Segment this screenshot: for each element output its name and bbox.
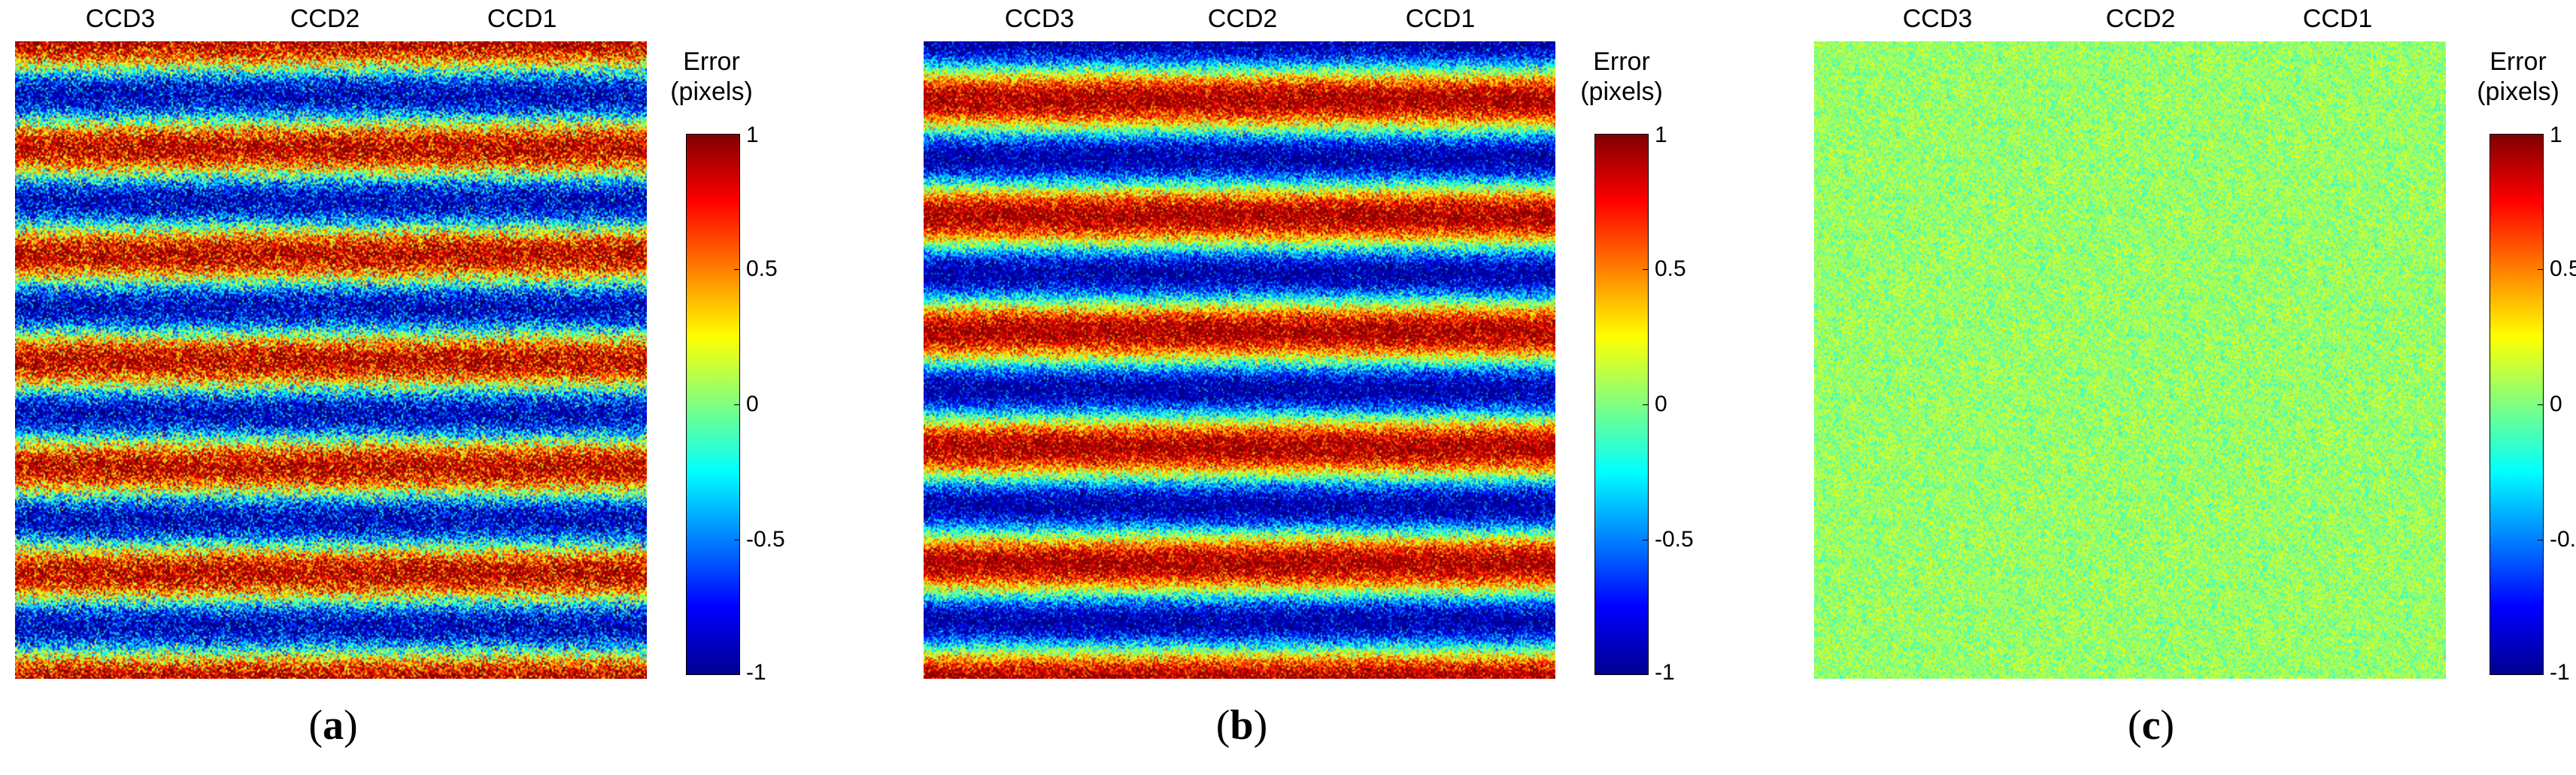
colorbar-tick-label: 0 — [746, 392, 759, 416]
colorbar-tickmark — [1643, 404, 1649, 405]
panel-letter: c — [2141, 702, 2161, 749]
colorbar-tickmark — [2538, 269, 2544, 270]
colorbar-tick-label: 0.5 — [2550, 256, 2576, 281]
colorbar-tickmark — [734, 674, 740, 675]
colorbar-tickmark — [734, 269, 740, 270]
colorbar-tick-label: 0.5 — [1655, 256, 1686, 281]
column-label-ccd2: CCD2 — [2105, 5, 2176, 33]
colorbar-tick-label: -0.5 — [2550, 527, 2576, 552]
colorbar-tick-label: -1 — [1655, 660, 1675, 685]
colorbar — [1594, 134, 1649, 675]
column-label-ccd1: CCD1 — [1405, 5, 1476, 33]
panel-caption-c: (c) — [2127, 702, 2175, 749]
colorbar-tick-label: -0.5 — [1655, 527, 1694, 552]
panel-b: CCD3 CCD2 CCD1 Error (pixels) 1 0.5 0 -0… — [909, 0, 1767, 775]
colorbar-title-line2: (pixels) — [670, 77, 753, 106]
colorbar-title-line1: Error — [1593, 47, 1650, 76]
column-label-ccd1: CCD1 — [487, 5, 557, 33]
column-label-ccd1: CCD1 — [2302, 5, 2373, 33]
colorbar-tick-label: 1 — [746, 123, 759, 147]
colorbar-tickmark — [1643, 134, 1649, 135]
panel-letter: a — [323, 702, 344, 749]
colorbar-tick-label: 1 — [1655, 123, 1667, 147]
colorbar-tickmark — [2538, 134, 2544, 135]
colorbar-title: Error (pixels) — [1580, 47, 1663, 107]
colorbar-tick-label: 0.5 — [746, 256, 778, 281]
colorbar-title-line2: (pixels) — [1580, 77, 1663, 106]
colorbar-tick-label: 0 — [2550, 392, 2562, 416]
error-heatmap-a — [15, 41, 647, 679]
colorbar-title-line1: Error — [2490, 47, 2547, 76]
panel-caption-b: (b) — [1215, 702, 1268, 749]
column-label-ccd3: CCD3 — [85, 5, 156, 33]
colorbar-tickmark — [2538, 404, 2544, 405]
colorbar — [686, 134, 740, 675]
panel-c: CCD3 CCD2 CCD1 Error (pixels) 1 0.5 0 -0… — [1814, 0, 2576, 775]
colorbar-tick-label: -1 — [746, 660, 766, 685]
colorbar-title-line1: Error — [683, 47, 740, 76]
column-label-ccd3: CCD3 — [1902, 5, 1973, 33]
colorbar-tick-label: -1 — [2550, 660, 2570, 685]
panel-a: CCD3 CCD2 CCD1 Error (pixels) 1 0.5 0 -0… — [0, 0, 858, 775]
colorbar-title: Error (pixels) — [670, 47, 753, 107]
colorbar-tick-label: -0.5 — [746, 527, 785, 552]
error-heatmap-b — [924, 41, 1555, 679]
colorbar-title: Error (pixels) — [2477, 47, 2559, 107]
panel-letter: b — [1230, 702, 1254, 749]
colorbar-tick-label: 0 — [1655, 392, 1667, 416]
column-label-ccd3: CCD3 — [1004, 5, 1075, 33]
colorbar-tickmark — [734, 404, 740, 405]
panel-caption-a: (a) — [308, 702, 358, 749]
colorbar-tick-label: 1 — [2550, 123, 2562, 147]
colorbar-tickmark — [734, 134, 740, 135]
colorbar-tickmark — [2538, 674, 2544, 675]
column-label-ccd2: CCD2 — [1207, 5, 1278, 33]
colorbar-tickmark — [1643, 269, 1649, 270]
error-heatmap-c — [1814, 41, 2446, 679]
colorbar — [2490, 134, 2544, 675]
colorbar-title-line2: (pixels) — [2477, 77, 2559, 106]
colorbar-tickmark — [1643, 674, 1649, 675]
column-label-ccd2: CCD2 — [290, 5, 360, 33]
